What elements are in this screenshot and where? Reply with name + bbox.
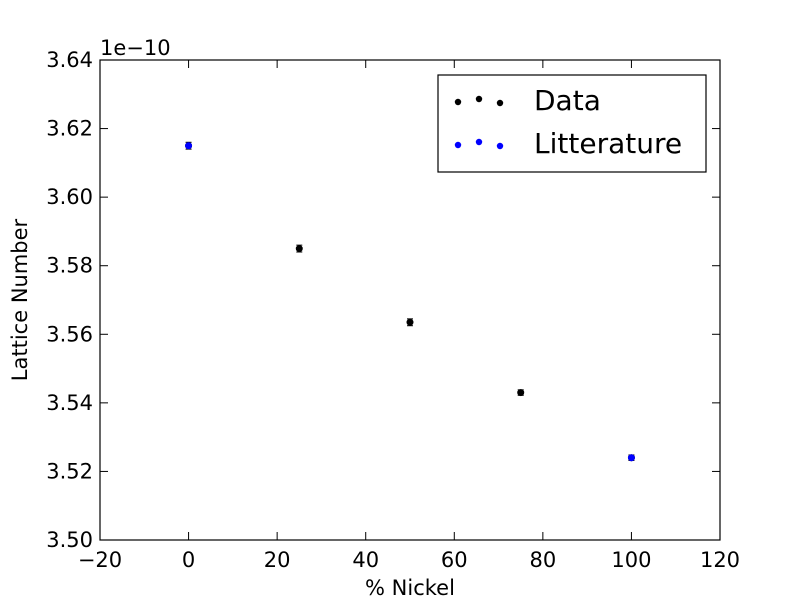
x-tick-label: 60 bbox=[441, 548, 468, 572]
y-tick-label: 3.54 bbox=[46, 391, 93, 415]
y-tick-label: 3.50 bbox=[46, 528, 93, 552]
x-tick-label: 20 bbox=[264, 548, 291, 572]
legend-marker bbox=[496, 99, 504, 107]
y-offset-label: 1e−10 bbox=[100, 36, 171, 60]
x-tick-label: 40 bbox=[352, 548, 379, 572]
legend-marker bbox=[454, 98, 462, 106]
legend-marker bbox=[496, 142, 504, 150]
y-tick-label: 3.56 bbox=[46, 322, 93, 346]
y-axis-label: Lattice Number bbox=[8, 218, 32, 381]
legend-marker bbox=[475, 95, 483, 103]
data-point-data bbox=[517, 389, 525, 397]
axis-ticks bbox=[99, 59, 721, 541]
data-point-data bbox=[295, 245, 303, 253]
y-tick-label: 3.60 bbox=[46, 185, 93, 209]
y-tick-label: 3.62 bbox=[46, 117, 93, 141]
x-tick-label: 120 bbox=[700, 548, 740, 572]
data-point-data bbox=[406, 318, 414, 326]
data-point-litterature bbox=[627, 454, 635, 462]
legend-label: Data bbox=[534, 84, 601, 117]
legend-marker bbox=[454, 141, 462, 149]
data-point-litterature bbox=[185, 142, 193, 150]
x-axis-label: % Nickel bbox=[365, 576, 455, 600]
legend-box bbox=[437, 74, 707, 173]
y-tick-label: 3.52 bbox=[46, 459, 93, 483]
axis-tick-labels: −20 0 20 40 60 80 100 120 3.50 3.52 3.54 3.56 3.58 3.… bbox=[46, 48, 740, 572]
y-tick-label: 3.58 bbox=[46, 254, 93, 278]
y-tick-label: 3.64 bbox=[46, 48, 93, 72]
legend: Data Litterature bbox=[437, 74, 707, 173]
x-tick-label: −20 bbox=[78, 548, 122, 572]
x-tick-label: 100 bbox=[611, 548, 651, 572]
x-tick-label: 80 bbox=[529, 548, 556, 572]
data-points bbox=[185, 141, 635, 462]
legend-label: Litterature bbox=[534, 127, 682, 160]
legend-marker bbox=[475, 138, 483, 146]
x-tick-label: 0 bbox=[182, 548, 195, 572]
